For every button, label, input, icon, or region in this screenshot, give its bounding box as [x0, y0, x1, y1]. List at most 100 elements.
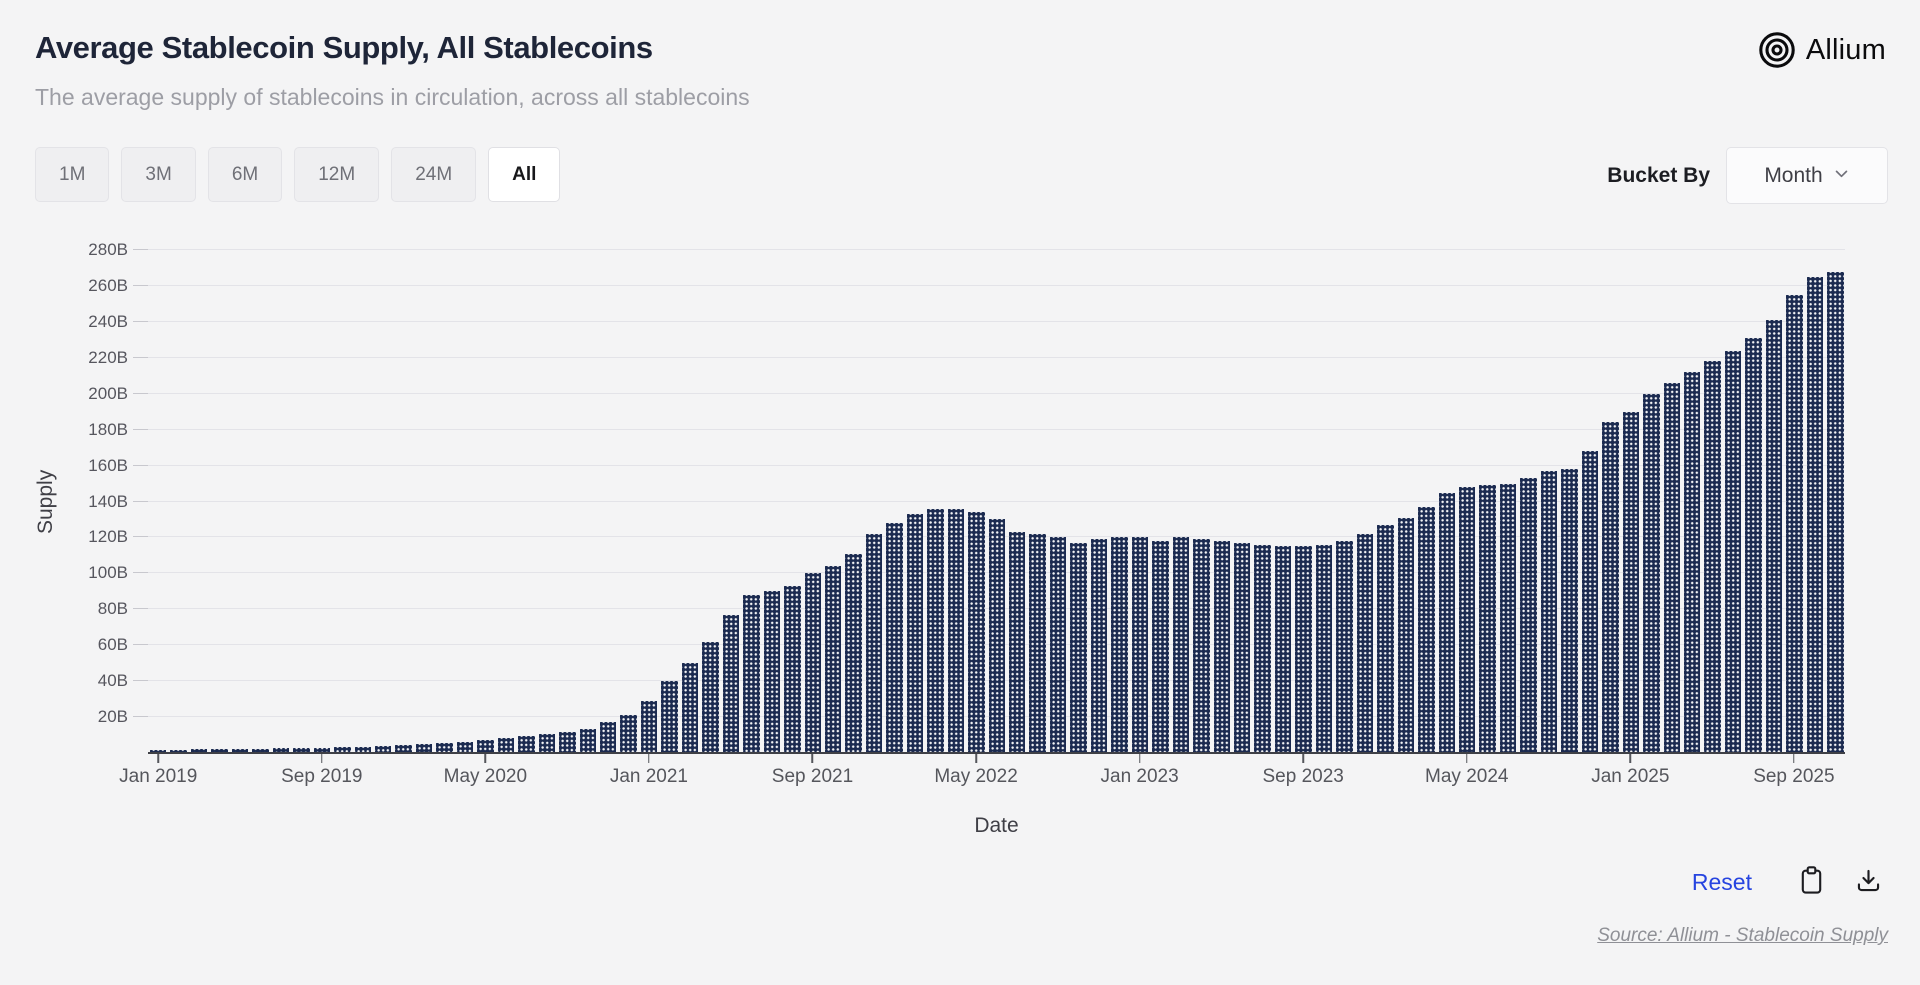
bar-jul-2023[interactable] [1254, 544, 1271, 753]
bar-jul-2022[interactable] [1009, 532, 1026, 753]
bar-dec-2019[interactable] [374, 746, 392, 753]
bar-jun-2024[interactable] [1479, 485, 1496, 753]
bar-jun-2023[interactable] [1234, 542, 1251, 753]
bar-jan-2025[interactable] [1622, 411, 1640, 753]
x-axis-title: Date [974, 814, 1019, 837]
bar-may-2025[interactable] [1704, 361, 1721, 753]
bar-aug-2021[interactable] [784, 585, 801, 753]
x-tick-label: Jan 2023 [1100, 765, 1179, 787]
bar-jun-2019[interactable] [252, 748, 269, 753]
y-tick [133, 284, 148, 286]
bar-sep-2020[interactable] [559, 731, 576, 753]
bar-may-2023[interactable] [1213, 541, 1231, 753]
bar-jan-2020[interactable] [395, 745, 412, 753]
bar-jan-2022[interactable] [886, 523, 903, 753]
bar-oct-2019[interactable] [334, 747, 351, 753]
bar-mar-2022[interactable] [927, 508, 944, 753]
bar-sep-2023[interactable] [1295, 546, 1312, 753]
bar-oct-2023[interactable] [1315, 544, 1333, 753]
range-button-24m[interactable]: 24M [391, 147, 477, 202]
bar-nov-2019[interactable] [354, 746, 371, 753]
source-link[interactable]: Source: Allium - Stablecoin Supply [1597, 925, 1888, 946]
range-button-3m[interactable]: 3M [121, 147, 196, 202]
bar-mar-2019[interactable] [190, 749, 208, 753]
range-button-12m[interactable]: 12M [294, 147, 380, 202]
bar-jun-2021[interactable] [743, 594, 760, 753]
bar-mar-2020[interactable] [436, 743, 453, 753]
bar-apr-2019[interactable] [211, 749, 228, 753]
bar-dec-2024[interactable] [1602, 422, 1619, 753]
bar-mar-2021[interactable] [681, 663, 699, 753]
bar-aug-2019[interactable] [293, 748, 310, 753]
bar-feb-2019[interactable] [170, 749, 187, 753]
bar-feb-2024[interactable] [1397, 517, 1415, 753]
range-button-6m[interactable]: 6M [207, 147, 283, 202]
bar-nov-2024[interactable] [1581, 451, 1599, 753]
bar-may-2021[interactable] [722, 614, 740, 753]
bar-mar-2023[interactable] [1172, 537, 1190, 753]
bar-dec-2022[interactable] [1111, 537, 1128, 753]
bucket-by-dropdown[interactable]: Month [1726, 147, 1888, 204]
bar-nov-2021[interactable] [845, 553, 862, 753]
bar-jan-2024[interactable] [1377, 524, 1394, 753]
bucket-by-label: Bucket By [1607, 163, 1710, 187]
bar-oct-2024[interactable] [1561, 469, 1578, 753]
bar-apr-2024[interactable] [1438, 492, 1455, 753]
bar-jul-2019[interactable] [272, 748, 290, 753]
bar-aug-2025[interactable] [1765, 320, 1783, 753]
bar-feb-2023[interactable] [1152, 541, 1169, 753]
bar-nov-2025[interactable] [1827, 271, 1844, 753]
bar-jan-2023[interactable] [1131, 537, 1149, 753]
bar-dec-2023[interactable] [1356, 533, 1374, 753]
bar-aug-2022[interactable] [1029, 533, 1046, 753]
bar-feb-2021[interactable] [661, 681, 678, 753]
bar-jan-2019[interactable] [150, 749, 167, 753]
bar-apr-2020[interactable] [456, 741, 474, 753]
bar-oct-2022[interactable] [1070, 542, 1087, 753]
bar-jun-2020[interactable] [497, 738, 515, 753]
bar-jul-2021[interactable] [763, 591, 781, 753]
bar-feb-2025[interactable] [1643, 393, 1660, 753]
bar-jul-2020[interactable] [518, 736, 535, 753]
bar-mar-2024[interactable] [1418, 506, 1435, 753]
bar-may-2019[interactable] [231, 748, 249, 753]
bar-feb-2020[interactable] [415, 744, 433, 753]
bar-may-2022[interactable] [968, 512, 985, 753]
bar-sep-2019[interactable] [313, 747, 331, 753]
reset-button[interactable]: Reset [1691, 868, 1752, 895]
bar-oct-2025[interactable] [1806, 276, 1824, 753]
bar-jan-2021[interactable] [640, 700, 658, 753]
y-tick-label: 240B [88, 311, 128, 331]
bar-feb-2022[interactable] [906, 514, 924, 753]
bar-aug-2024[interactable] [1520, 478, 1537, 753]
range-button-all[interactable]: All [488, 147, 561, 202]
bar-dec-2021[interactable] [865, 533, 883, 753]
copy-to-clipboard-button[interactable] [1798, 866, 1825, 898]
bar-nov-2022[interactable] [1090, 539, 1108, 753]
bar-may-2020[interactable] [477, 739, 494, 753]
bar-sep-2025[interactable] [1786, 294, 1803, 753]
bar-nov-2020[interactable] [599, 722, 617, 753]
bar-oct-2021[interactable] [824, 566, 842, 753]
bar-mar-2025[interactable] [1663, 382, 1680, 753]
bar-apr-2023[interactable] [1193, 539, 1210, 753]
x-tick-label: Sep 2021 [771, 765, 854, 787]
bar-aug-2020[interactable] [538, 733, 556, 753]
bar-aug-2023[interactable] [1274, 546, 1292, 753]
bar-sep-2022[interactable] [1049, 537, 1067, 753]
bar-nov-2023[interactable] [1336, 541, 1353, 753]
download-button[interactable] [1855, 867, 1882, 897]
bar-sep-2024[interactable] [1540, 470, 1558, 753]
bar-apr-2021[interactable] [702, 641, 719, 753]
bar-oct-2020[interactable] [579, 728, 596, 753]
bar-jul-2025[interactable] [1745, 338, 1762, 753]
range-button-1m[interactable]: 1M [35, 147, 110, 202]
bar-sep-2021[interactable] [804, 573, 821, 753]
bar-jul-2024[interactable] [1499, 483, 1517, 753]
bar-apr-2025[interactable] [1683, 372, 1701, 753]
bar-jun-2025[interactable] [1724, 350, 1742, 753]
bar-dec-2020[interactable] [620, 715, 637, 753]
bar-apr-2022[interactable] [947, 508, 965, 753]
bar-jun-2022[interactable] [988, 519, 1006, 753]
bar-may-2024[interactable] [1459, 487, 1476, 753]
